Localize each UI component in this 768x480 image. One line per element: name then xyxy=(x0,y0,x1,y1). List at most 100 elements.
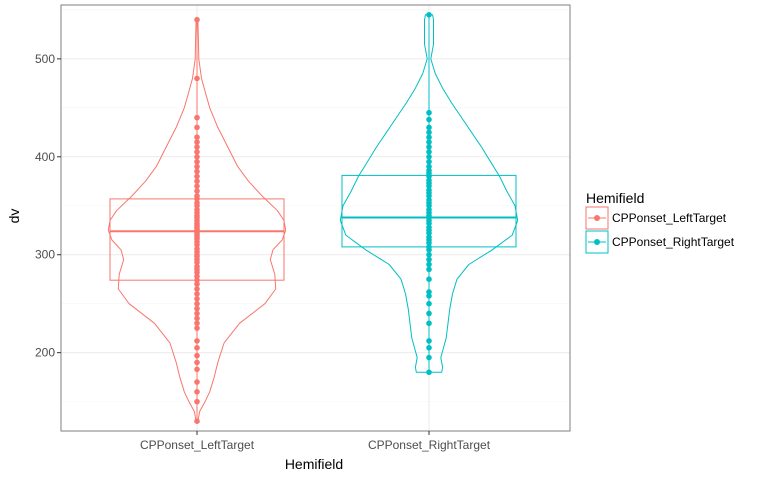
data-point xyxy=(194,281,200,287)
x-axis: CPPonset_LeftTarget CPPonset_RightTarget xyxy=(140,431,491,452)
legend-label-right: CPPonset_RightTarget xyxy=(612,235,735,249)
data-point xyxy=(194,366,200,373)
data-point xyxy=(194,114,200,121)
legend-key-left-dot xyxy=(594,215,600,221)
data-point xyxy=(194,315,200,322)
data-point xyxy=(194,188,200,194)
data-point xyxy=(194,398,200,405)
data-point xyxy=(426,153,432,160)
data-point xyxy=(426,149,432,155)
data-point xyxy=(194,310,200,317)
data-point xyxy=(194,153,200,160)
legend-title: Hemifield xyxy=(586,190,644,206)
violin xyxy=(339,14,519,373)
data-point xyxy=(194,338,200,344)
data-point xyxy=(194,291,200,297)
data-point xyxy=(194,206,200,213)
grid-minor-lines xyxy=(61,9,570,402)
data-point xyxy=(426,310,432,317)
data-point xyxy=(426,11,432,18)
data-point xyxy=(194,139,200,145)
data-point xyxy=(426,116,432,123)
data-point xyxy=(194,149,200,155)
data-point xyxy=(194,273,200,280)
data-point xyxy=(426,167,432,174)
data-point xyxy=(426,234,432,240)
y-tick-label: 500 xyxy=(35,52,55,66)
data-point xyxy=(426,289,432,295)
data-point xyxy=(426,124,432,131)
data-point xyxy=(426,197,432,203)
panel-border xyxy=(60,4,571,432)
series-right xyxy=(339,11,519,376)
plot-marks xyxy=(107,11,519,425)
data-point xyxy=(426,109,432,116)
legend: Hemifield CPPonset_LeftTarget CPPonset_R… xyxy=(585,190,735,254)
data-point xyxy=(194,305,200,312)
data-point xyxy=(194,158,200,165)
data-point xyxy=(426,139,432,145)
y-axis-title: dv xyxy=(6,209,22,224)
data-point xyxy=(194,144,200,150)
data-point xyxy=(426,129,432,136)
data-point xyxy=(194,134,200,141)
data-point xyxy=(194,168,200,175)
data-point xyxy=(194,124,200,131)
data-point xyxy=(426,206,432,213)
data-point xyxy=(426,158,432,165)
data-point xyxy=(194,263,200,270)
data-point xyxy=(426,344,432,351)
data-point xyxy=(194,325,200,331)
data-point xyxy=(426,251,432,258)
data-point xyxy=(426,354,432,361)
data-point xyxy=(194,173,200,180)
x-axis-title: Hemifield xyxy=(285,456,343,472)
data-point xyxy=(194,193,200,199)
data-point xyxy=(194,344,200,351)
data-point xyxy=(426,163,432,170)
data-point xyxy=(194,379,200,385)
data-point xyxy=(194,359,200,366)
legend-label-left: CPPonset_LeftTarget xyxy=(612,211,727,225)
y-axis: 200 300 400 500 xyxy=(35,52,61,360)
data-point xyxy=(426,224,432,231)
data-point xyxy=(426,256,432,263)
y-tick-label: 200 xyxy=(35,346,55,360)
data-point xyxy=(426,293,432,299)
data-point xyxy=(426,276,432,283)
data-point xyxy=(194,200,200,206)
data-point xyxy=(426,261,432,268)
data-point xyxy=(426,266,432,273)
data-point xyxy=(426,177,432,184)
data-point xyxy=(194,300,200,307)
y-tick-label: 300 xyxy=(35,248,55,262)
data-point xyxy=(426,320,432,327)
data-point xyxy=(194,178,200,185)
data-point xyxy=(194,295,200,302)
data-point xyxy=(194,352,200,359)
data-point xyxy=(194,286,200,292)
data-point xyxy=(426,369,432,376)
legend-entry-right: CPPonset_RightTarget xyxy=(585,230,735,254)
x-tick-label: CPPonset_LeftTarget xyxy=(140,438,255,452)
data-point xyxy=(194,183,200,189)
data-point xyxy=(194,75,200,82)
data-point xyxy=(194,246,200,252)
data-point xyxy=(426,144,432,150)
data-point xyxy=(426,338,432,344)
legend-key-right-dot xyxy=(594,239,600,245)
data-point xyxy=(426,244,432,250)
legend-entry-left: CPPonset_LeftTarget xyxy=(585,206,727,230)
data-point xyxy=(426,187,432,193)
data-point xyxy=(194,320,200,327)
data-point xyxy=(194,389,200,395)
data-point xyxy=(194,163,200,170)
y-tick-label: 400 xyxy=(35,150,55,164)
x-tick-label: CPPonset_RightTarget xyxy=(368,438,491,452)
data-point xyxy=(194,16,200,23)
data-point xyxy=(426,134,432,141)
data-point xyxy=(426,300,432,307)
data-point xyxy=(194,277,200,283)
series-left xyxy=(107,16,287,425)
